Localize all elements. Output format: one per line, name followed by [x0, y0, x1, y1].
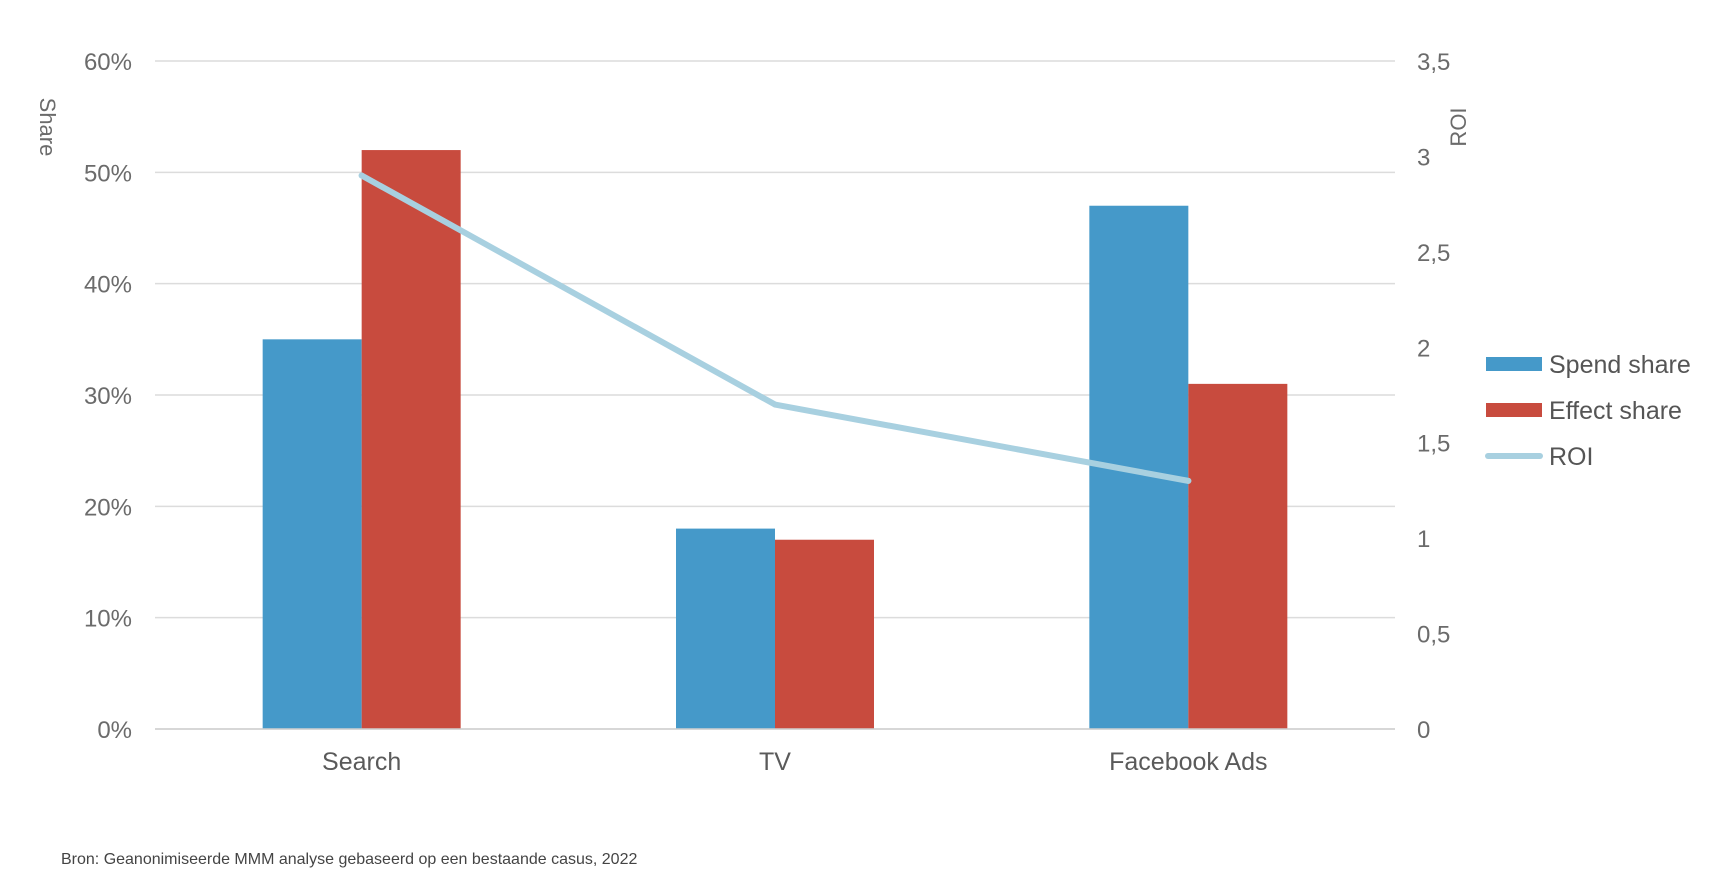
right-axis-title: ROI — [1446, 107, 1471, 146]
legend-label: Effect share — [1549, 397, 1682, 425]
legend: Spend share Effect share ROI — [1485, 351, 1691, 471]
right-tick-label: 0,5 — [1417, 622, 1450, 649]
left-tick-label: 30% — [84, 383, 132, 410]
legend-label: ROI — [1549, 443, 1593, 471]
roi-line-series — [358, 172, 1192, 484]
legend-swatch — [1486, 357, 1542, 371]
source-note: Bron: Geanonimiseerde MMM analyse gebase… — [61, 851, 638, 868]
bar-spend-share — [676, 528, 775, 729]
left-tick-label: 60% — [84, 49, 132, 76]
left-tick-label: 10% — [84, 606, 132, 633]
right-tick-label: 0 — [1417, 717, 1430, 744]
left-axis-ticks: 0% 10% 20% 30% 40% 50% 60% — [84, 49, 132, 744]
right-tick-label: 2 — [1417, 335, 1430, 362]
right-tick-label: 3,5 — [1417, 49, 1450, 76]
bar-spend-share — [262, 339, 362, 729]
bar-effect-share — [775, 539, 874, 729]
left-axis-title: Share — [35, 98, 60, 157]
roi-point — [772, 401, 778, 408]
right-tick-label: 1,5 — [1417, 431, 1450, 458]
roi-point — [1185, 477, 1192, 484]
category-label: TV — [759, 748, 791, 776]
bar-effect-share — [1188, 383, 1288, 729]
bar-effect-share — [361, 150, 461, 730]
left-tick-label: 20% — [84, 494, 132, 521]
category-label: Facebook Ads — [1109, 748, 1267, 776]
right-tick-label: 3 — [1417, 144, 1430, 171]
left-tick-label: 0% — [97, 717, 132, 744]
category-labels: Search TV Facebook Ads — [322, 748, 1267, 776]
category-label: Search — [322, 748, 401, 776]
bars — [155, 150, 1395, 730]
right-tick-label: 2,5 — [1417, 240, 1450, 267]
roi-line — [358, 172, 1192, 484]
left-tick-label: 40% — [84, 272, 132, 299]
roi-point — [358, 172, 365, 179]
left-tick-label: 50% — [84, 160, 132, 187]
right-axis-ticks: 0 0,5 1 1,5 2 2,5 3 3,5 — [1417, 49, 1450, 744]
right-tick-label: 1 — [1417, 526, 1430, 553]
legend-label: Spend share — [1549, 351, 1691, 379]
legend-swatch — [1486, 403, 1542, 417]
